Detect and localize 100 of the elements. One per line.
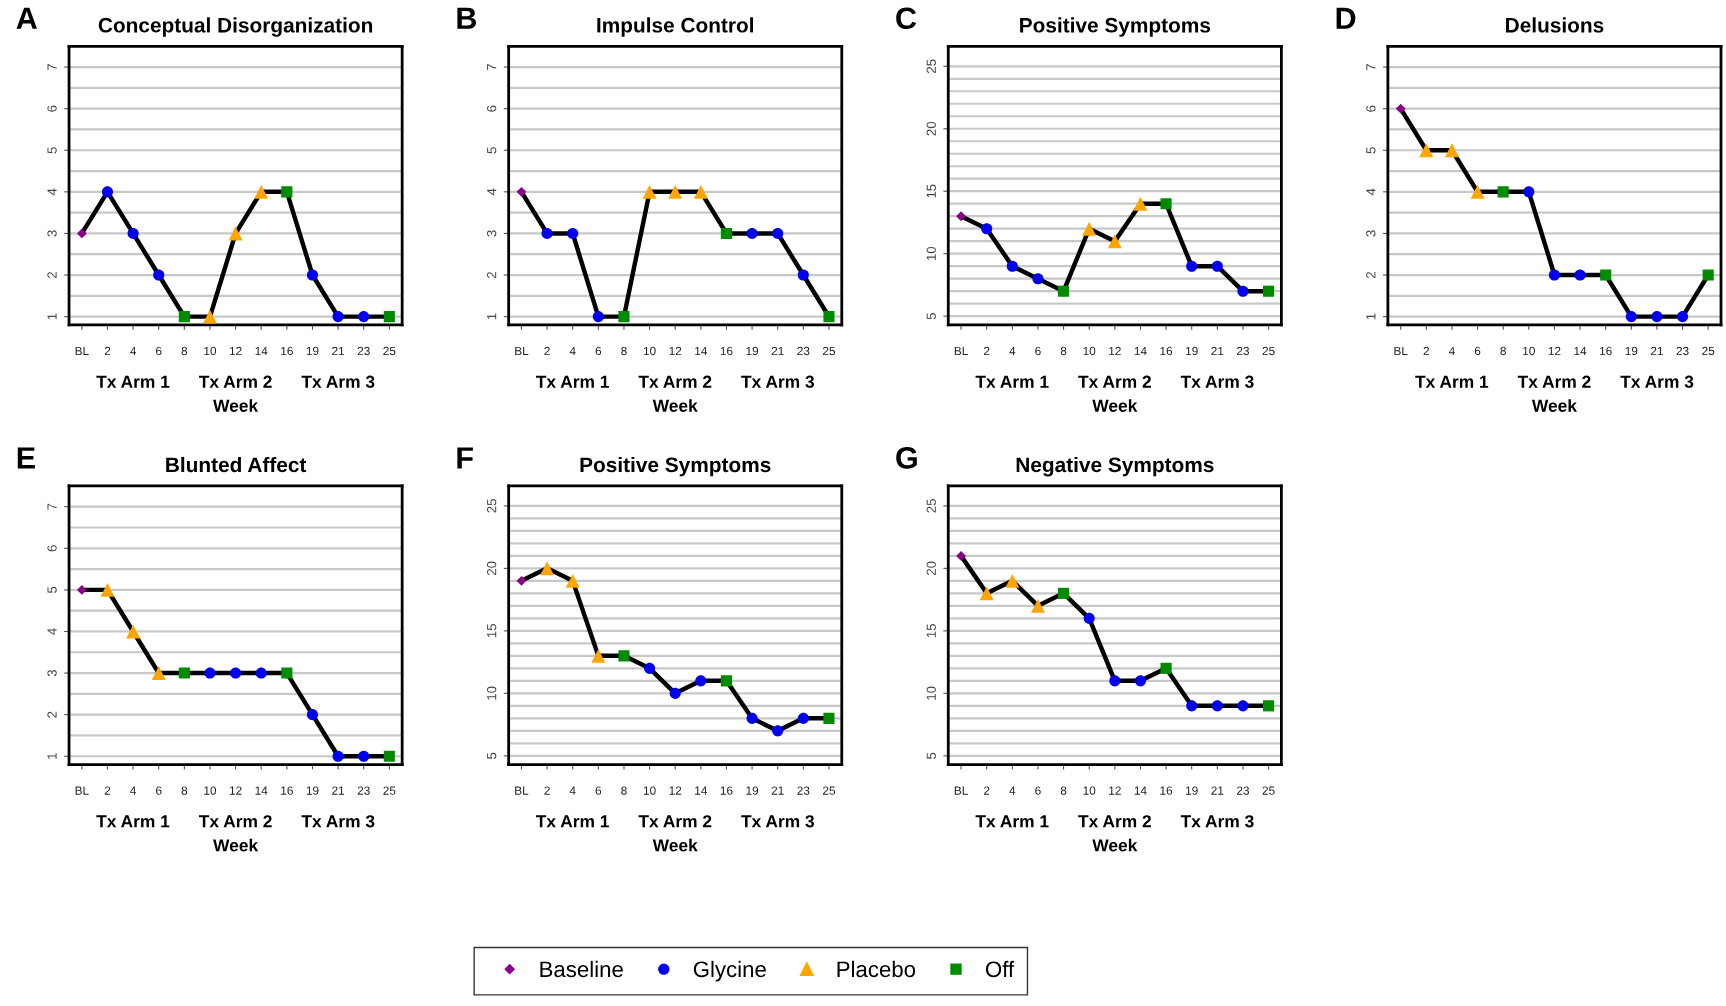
point (1548, 269, 1560, 281)
legend-label: Baseline (540, 960, 623, 978)
point (1005, 573, 1020, 588)
point (1211, 700, 1223, 712)
point (1107, 234, 1122, 249)
x-tick-label: BL (954, 346, 968, 356)
point (1186, 260, 1198, 272)
point (1702, 269, 1714, 281)
x-tick-label: 4 (1009, 786, 1016, 795)
point (516, 575, 527, 586)
x-tick-label: BL (1394, 346, 1408, 356)
y-tick-label: 2 (47, 272, 57, 279)
x-tick-label: 8 (621, 346, 627, 356)
point (230, 667, 242, 679)
point (979, 586, 994, 601)
x-tick-label: 14 (1574, 346, 1587, 356)
point (1058, 587, 1070, 599)
point (540, 561, 555, 576)
x-tick-label: 4 (1009, 346, 1016, 356)
legend-label: Off (985, 960, 1015, 978)
text: Tx Arm 3 (1620, 375, 1694, 388)
point (306, 709, 319, 721)
x-tick-label: 19 (1186, 346, 1198, 356)
point (1032, 273, 1044, 285)
point (151, 666, 166, 680)
x-tick-label: 4 (130, 346, 137, 356)
x-tick-label: 25 (822, 786, 836, 795)
y-tick-label: 7 (47, 64, 57, 71)
x-tick-label: 10 (643, 346, 656, 356)
x-axis-title: Week (213, 399, 259, 412)
point (772, 227, 784, 239)
y-tick-label: 15 (487, 624, 497, 638)
text: Tx Arm 3 (741, 375, 815, 388)
point (1497, 186, 1509, 198)
x-tick-label: 16 (281, 786, 293, 795)
x-tick-label: 12 (229, 346, 242, 356)
point (281, 667, 293, 679)
point (720, 675, 733, 687)
y-tick-label: 5 (47, 586, 57, 594)
y-tick-label: 15 (926, 624, 936, 638)
x-tick-label: 25 (383, 786, 396, 795)
x-tick-label: 21 (771, 346, 784, 356)
text: Tx Arm 1 (535, 375, 609, 388)
point (981, 223, 993, 235)
y-tick-label: 4 (487, 188, 497, 196)
x-tick-label: 8 (181, 786, 188, 795)
point (1625, 311, 1637, 323)
x-tick-label: 8 (1060, 786, 1067, 795)
chart-title: Delusions (1506, 17, 1604, 33)
x-tick-label: 23 (1676, 346, 1689, 356)
y-tick-label: 10 (926, 246, 936, 261)
x-tick-label: 12 (229, 786, 242, 795)
x-tick-label: 23 (797, 346, 810, 356)
x-tick-label: 2 (104, 346, 111, 356)
x-tick-label: 10 (1523, 346, 1535, 356)
x-tick-label: 25 (822, 346, 836, 356)
x-tick-label: 19 (306, 786, 319, 795)
point (1082, 221, 1097, 236)
x-tick-label: 4 (569, 346, 576, 356)
x-tick-label: 16 (720, 346, 733, 356)
point (746, 712, 758, 724)
x-tick-label: 21 (332, 346, 345, 356)
point (956, 211, 966, 222)
y-tick-label: 2 (47, 711, 57, 718)
point (1058, 285, 1070, 297)
x-tick-label: 12 (669, 346, 682, 356)
text: Tx Arm 2 (1078, 375, 1151, 388)
point (1109, 675, 1121, 687)
y-tick-label: 3 (47, 669, 57, 677)
point (956, 550, 966, 561)
text: Tx Arm 1 (96, 815, 170, 828)
y-tick-label: 25 (926, 499, 936, 513)
text: Tx Arm 3 (1180, 375, 1254, 388)
point (1600, 269, 1612, 281)
point (823, 311, 835, 323)
point (541, 227, 553, 239)
x-tick-label: 2 (984, 346, 990, 356)
y-tick-label: 5 (1366, 147, 1376, 154)
point (332, 311, 344, 323)
x-tick-label: 14 (1134, 346, 1147, 356)
x-tick-label: 16 (1160, 786, 1173, 795)
y-tick-label: 20 (926, 561, 936, 576)
chart-title: Positive Symptoms (580, 456, 771, 477)
y-tick-label: 2 (1366, 272, 1376, 279)
y-tick-label: 1 (487, 313, 497, 320)
x-tick-label: BL (954, 786, 968, 795)
point (1419, 143, 1434, 158)
y-tick-label: 6 (486, 105, 497, 112)
point (1470, 184, 1485, 199)
x-tick-label: 23 (357, 786, 370, 795)
point (100, 582, 115, 597)
x-tick-label: 21 (1211, 346, 1224, 356)
x-tick-label: 21 (1650, 346, 1663, 356)
point (1263, 700, 1275, 712)
point (255, 667, 267, 679)
point (1523, 186, 1535, 198)
x-tick-label: 6 (156, 346, 162, 356)
x-tick-label: 6 (595, 346, 602, 356)
point (669, 687, 681, 699)
x-tick-label: 12 (1109, 786, 1121, 795)
